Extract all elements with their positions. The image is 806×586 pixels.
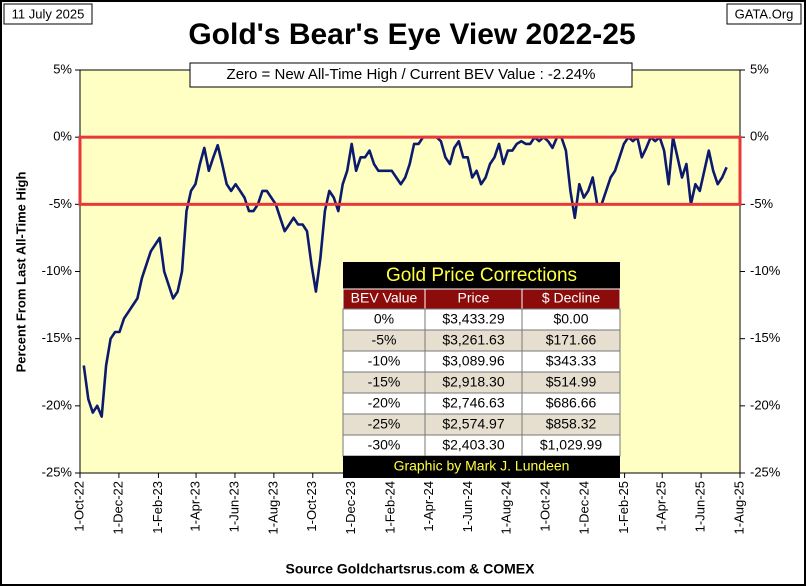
table-header: $ Decline [542,290,601,306]
x-tick-label: 1-Oct-23 [304,481,319,532]
table-cell-text: $171.66 [546,332,597,348]
x-tick-label: 1-Aug-23 [265,481,280,534]
x-tick-label: 1-Dec-24 [576,481,591,534]
table-cell-text: $3,089.96 [442,353,504,369]
annotation-box [189,62,633,88]
price-line [82,135,728,418]
x-tick-label: 1-Aug-25 [731,481,746,534]
annotation: Zero = New All-Time High / Current BEV V… [227,66,596,83]
table-header: BEV Value [351,290,418,306]
y-tick-label-right: 5% [750,61,769,76]
x-tick-label: 1-Oct-22 [71,481,86,532]
table-cell-text: $2,574.97 [442,416,504,432]
y-axis-label: Percent From Last All-Time High [13,172,28,373]
y-tick-label: 0% [53,129,72,144]
y-tick-label: -10% [42,263,73,278]
table-cell-text: $2,403.30 [442,437,504,453]
y-tick-label-right: -15% [750,330,781,345]
table-cell-text: -10% [368,353,401,369]
table-header: Price [458,290,490,306]
table-cell-text: 0% [374,311,394,327]
x-tick-label: 1-Apr-23 [187,481,202,532]
table-cell-text: -15% [368,374,401,390]
table-cell-text: $1,029.99 [540,437,602,453]
x-tick-label: 1-Jun-23 [226,481,241,532]
x-tick-label: 1-Jun-25 [693,481,708,532]
y-tick-label-right: -5% [750,196,774,211]
y-tick-label: -25% [42,464,73,479]
x-tick-label: 1-Aug-24 [499,481,514,534]
site-box [726,3,802,25]
table-cell-text: -5% [372,332,397,348]
table-title-bg [343,262,620,289]
table-cell-text: $343.33 [546,353,597,369]
table-footer-bg [343,456,620,478]
x-tick-label: 1-Feb-23 [150,481,165,534]
table-cell-text: -25% [368,416,401,432]
x-tick-label: 1-Oct-24 [538,481,553,532]
y-tick-label: 5% [53,61,72,76]
chart-title: Gold's Bear's Eye View 2022-25 [188,18,635,51]
table-cell-text: $3,433.29 [442,311,504,327]
y-tick-label: -20% [42,397,73,412]
x-tick-label: 1-Dec-22 [110,481,125,534]
table-cell-text: -30% [368,437,401,453]
table-cell-text: $2,746.63 [442,395,504,411]
date-box [3,3,93,25]
x-tick-label: 1-Apr-25 [654,481,669,532]
x-axis-label: Source Goldchartsrus.com & COMEX [286,561,536,577]
y-tick-label-right: -10% [750,263,781,278]
x-tick-label: 1-Apr-24 [421,481,436,532]
x-tick-label: 1-Jun-24 [460,481,475,532]
y-tick-label: -5% [49,196,73,211]
table-cell-text: $686.66 [546,395,597,411]
x-tick-label: 1-Dec-23 [343,481,358,534]
table-cell-text: $0.00 [553,311,588,327]
table-cell-text: $514.99 [546,374,597,390]
table-footer: Graphic by Mark J. Lundeen [394,458,570,474]
y-tick-label-right: -20% [750,397,781,412]
y-tick-label: -15% [42,330,73,345]
table-cell-text: $858.32 [546,416,597,432]
y-tick-label-right: 0% [750,129,769,144]
highlight-band [78,135,742,206]
table-title: Gold Price Corrections [386,265,577,286]
site-label: GATA.Org [735,6,794,21]
table-cell-text: -20% [368,395,401,411]
date-label: 11 July 2025 [12,6,85,21]
table-cell-text: $2,918.30 [442,374,504,390]
x-tick-label: 1-Feb-24 [383,481,398,534]
y-tick-label-right: -25% [750,464,781,479]
table-cell-text: $3,261.63 [442,332,504,348]
x-tick-label: 1-Feb-25 [616,481,631,534]
